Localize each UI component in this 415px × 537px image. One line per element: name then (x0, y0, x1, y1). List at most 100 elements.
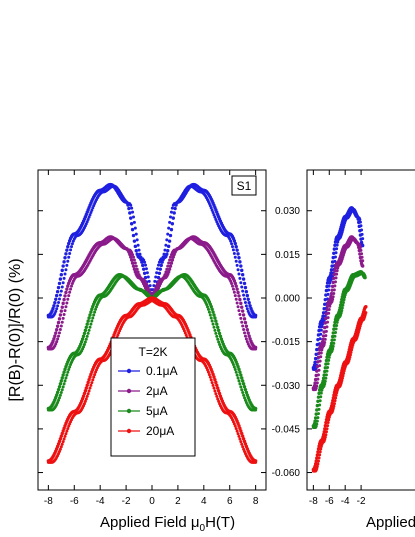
data-point (317, 456, 321, 460)
data-point (242, 447, 246, 451)
y-tick-label: 0.015 (275, 250, 300, 261)
data-point (319, 355, 323, 359)
data-point (210, 319, 214, 323)
data-point (231, 248, 235, 252)
data-point (67, 241, 71, 246)
legend-title: T=2K (138, 345, 167, 359)
data-point (333, 399, 337, 403)
data-point (244, 324, 249, 328)
x-tick-label: -6 (325, 496, 334, 507)
data-point (254, 347, 258, 351)
data-point (327, 355, 331, 359)
data-point (129, 255, 133, 259)
data-point (131, 255, 135, 259)
data-point (328, 304, 332, 308)
data-point (79, 340, 84, 344)
series-20A (46, 296, 258, 464)
data-point (207, 310, 211, 314)
data-point (212, 375, 216, 379)
data-point (90, 319, 94, 323)
data-point (130, 206, 134, 210)
data-point (235, 301, 239, 305)
y-tick-label: 0.000 (275, 294, 300, 305)
data-point (217, 391, 222, 396)
data-point (240, 309, 245, 313)
data-point (237, 256, 241, 260)
data-point (232, 239, 237, 243)
data-point (54, 293, 59, 298)
data-point (240, 320, 244, 324)
x-tick-label: 2 (175, 496, 181, 507)
data-point (323, 366, 327, 370)
data-point (359, 248, 363, 252)
data-point (348, 353, 352, 357)
data-point (52, 337, 56, 341)
data-point (320, 348, 324, 352)
data-point (243, 396, 247, 400)
data-point (243, 285, 248, 290)
data-point (138, 252, 142, 256)
data-point (313, 419, 317, 423)
data-point (66, 297, 70, 301)
data-point (236, 376, 240, 380)
data-point (64, 268, 68, 272)
data-point (61, 429, 65, 433)
data-point (329, 291, 334, 296)
data-point (152, 284, 156, 288)
data-point (62, 382, 66, 386)
data-point (333, 284, 337, 288)
data-point (215, 386, 220, 390)
data-point (316, 462, 320, 466)
data-point (85, 322, 89, 326)
data-point (54, 328, 59, 332)
data-point (335, 272, 339, 276)
data-point (62, 437, 66, 441)
data-point (141, 267, 146, 271)
data-point (233, 255, 237, 259)
data-point (243, 320, 248, 325)
data-point (325, 308, 329, 312)
data-point (54, 393, 59, 397)
data-point (86, 331, 90, 335)
data-point (240, 434, 245, 438)
data-point (232, 422, 236, 426)
data-point (210, 208, 214, 212)
data-point (239, 373, 243, 377)
data-point (140, 260, 144, 264)
data-point (315, 419, 319, 423)
data-point (235, 373, 239, 377)
panel2-ticks: -8 -6 -4 -2 0.030 0.015 0.000 -0.015 -0.030 -0.04… (272, 170, 366, 507)
data-point (61, 316, 65, 320)
data-point (238, 437, 242, 441)
data-point (69, 284, 73, 288)
data-point (89, 383, 93, 387)
data-point (350, 348, 354, 352)
data-point (236, 432, 240, 436)
data-point (254, 315, 258, 319)
data-point (88, 313, 92, 317)
data-point (240, 273, 245, 277)
data-point (213, 316, 217, 320)
data-point (82, 345, 86, 349)
data-point (245, 293, 250, 298)
data-point (56, 320, 61, 325)
data-point (85, 383, 89, 387)
data-point (364, 305, 368, 309)
data-point (329, 268, 334, 272)
data-point (332, 341, 336, 345)
data-point (319, 351, 323, 355)
data-point (61, 301, 65, 306)
data-point (94, 370, 98, 374)
data-point (233, 424, 237, 428)
y-tick-label: -0.060 (272, 468, 301, 479)
data-point (128, 211, 132, 215)
data-point (361, 237, 365, 241)
data-point (335, 243, 339, 247)
data-point (215, 383, 219, 387)
data-point (244, 290, 249, 294)
data-point (216, 389, 221, 393)
data-point (60, 388, 64, 392)
data-point (216, 397, 220, 401)
data-point (90, 307, 94, 311)
data-point (62, 370, 66, 374)
